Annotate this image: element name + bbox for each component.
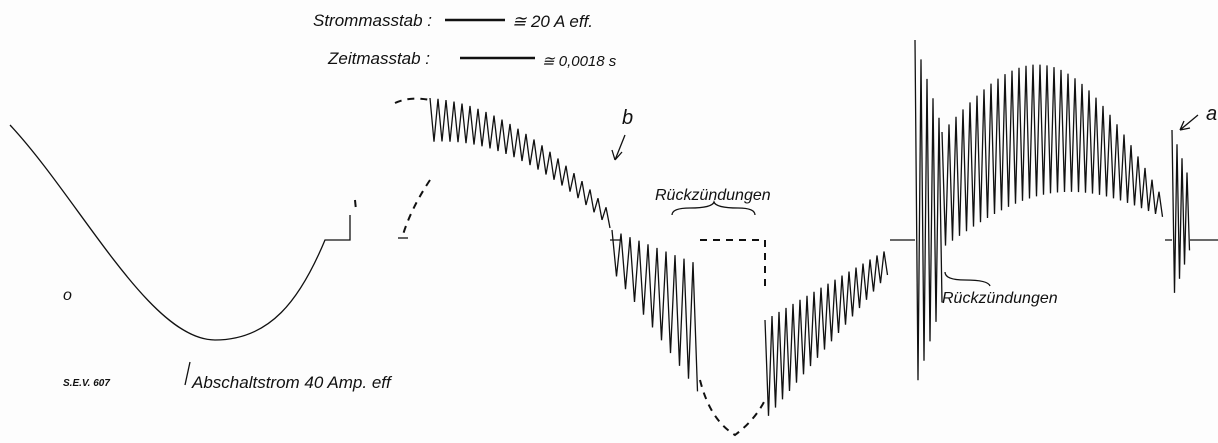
oscillation-trace [764,251,889,416]
pointer-line [184,361,191,386]
oscillation-trace [1171,129,1191,293]
dashed-trace [700,239,766,290]
dashed-trace [699,379,766,437]
arrow [1179,114,1199,131]
time-scale-label: Zeitmasstab : [327,49,430,68]
brace [944,271,991,287]
waveform [9,124,351,341]
restrike-label: Rückzündungen [655,187,771,204]
oscillations [429,39,1191,416]
oscillation-trace [429,97,611,229]
current-scale-value: ≅ 20 A eff. [512,12,593,31]
brace [671,199,756,216]
dashed-trace [354,199,357,211]
breaking-current-label: Abschaltstrom 40 Amp. eff [191,373,393,392]
oscillation-trace [914,39,943,381]
arrow [611,134,626,161]
time-scale-value: ≅ 0,0018 s [542,53,617,70]
label-a: a [1206,103,1217,125]
oscillation-trace [941,64,1164,246]
oscillation-trace [611,229,699,392]
figure-number: S.E.V. 607 [63,378,110,389]
dashed-trace [401,179,431,239]
label-o: o [63,287,72,304]
restrike-label: Rückzündungen [942,290,1058,307]
current-scale-label: Strommasstab : [313,11,432,30]
dashed-trace [394,97,431,104]
label-b: b [622,107,633,129]
